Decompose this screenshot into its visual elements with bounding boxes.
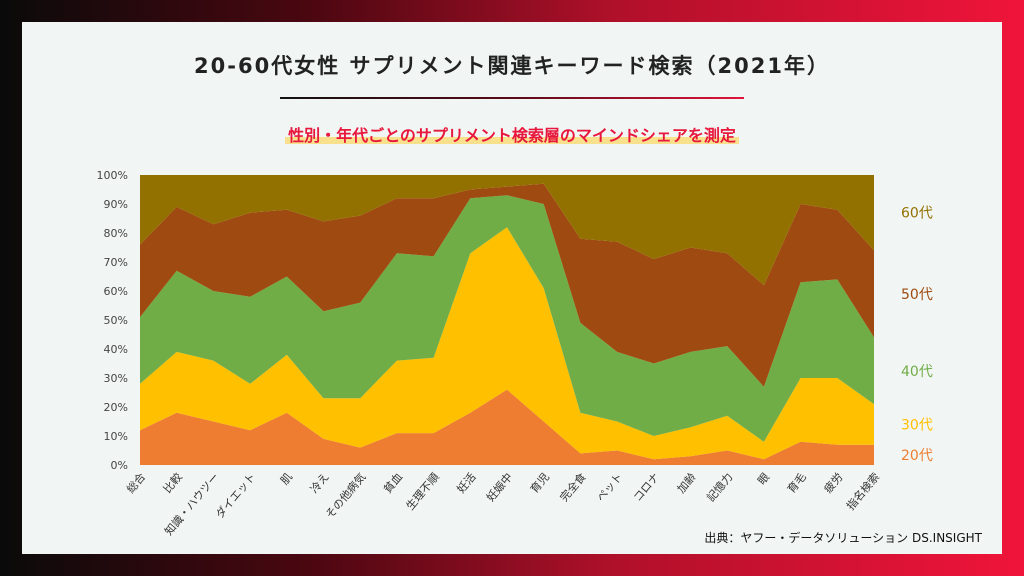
chart-title: 20-60代女性 サプリメント関連キーワード検索（2021年） <box>194 54 830 78</box>
x-tick-label: 比較 <box>160 470 185 496</box>
x-tick-label: 肌 <box>278 471 295 488</box>
legend-label-60代: 60代 <box>901 206 933 222</box>
x-tick-label: 生理不順 <box>403 470 442 513</box>
area-60代 <box>140 175 874 286</box>
y-tick-label: 50% <box>104 314 128 327</box>
x-tick-label: 冷え <box>308 471 332 496</box>
area-50代 <box>140 183 874 387</box>
x-tick-label: 加齢 <box>674 470 699 496</box>
area-40代 <box>140 195 874 442</box>
y-tick-label: 70% <box>104 256 128 269</box>
x-tick-label: 育毛 <box>784 470 809 496</box>
source-note: 出典：ヤフー・データソリューション DS.INSIGHT <box>704 531 982 545</box>
legend-label-30代: 30代 <box>901 417 933 433</box>
y-tick-label: 60% <box>104 285 128 298</box>
area-20代 <box>140 389 874 465</box>
x-tick-label: 貧血 <box>380 470 405 496</box>
legend-label-50代: 50代 <box>901 287 933 303</box>
x-tick-label: 指名検索 <box>843 470 882 513</box>
legend-label-20代: 20代 <box>901 448 933 464</box>
y-tick-label: 20% <box>104 401 128 414</box>
y-tick-label: 30% <box>104 372 128 385</box>
x-tick-label: 妊娠中 <box>483 470 515 504</box>
y-tick-label: 0% <box>111 459 128 472</box>
x-tick-label: 総合 <box>123 470 148 496</box>
y-tick-label: 100% <box>97 169 128 182</box>
area-30代 <box>140 227 874 460</box>
subtitle-wrap: 性別・年代ごとのサプリメント検索層のマインドシェアを測定 <box>22 122 1002 146</box>
x-tick-label: 疲労 <box>821 470 846 496</box>
x-tick-label: 眼 <box>755 471 772 488</box>
y-tick-label: 90% <box>104 198 128 211</box>
y-tick-label: 40% <box>104 343 128 356</box>
x-tick-label: コロナ <box>631 471 662 505</box>
x-tick-label: 妊活 <box>454 470 479 496</box>
y-tick-label: 80% <box>104 227 128 240</box>
x-tick-label: ペット <box>594 471 625 505</box>
x-tick-label: 育児 <box>527 470 552 496</box>
x-tick-label: 完全食 <box>557 470 589 504</box>
y-tick-label: 10% <box>104 430 128 443</box>
x-tick-label: 記憶力 <box>704 470 736 504</box>
title-divider <box>280 97 744 99</box>
legend-label-40代: 40代 <box>901 364 933 380</box>
chart-subtitle: 性別・年代ごとのサプリメント検索層のマインドシェアを測定 <box>285 122 739 146</box>
